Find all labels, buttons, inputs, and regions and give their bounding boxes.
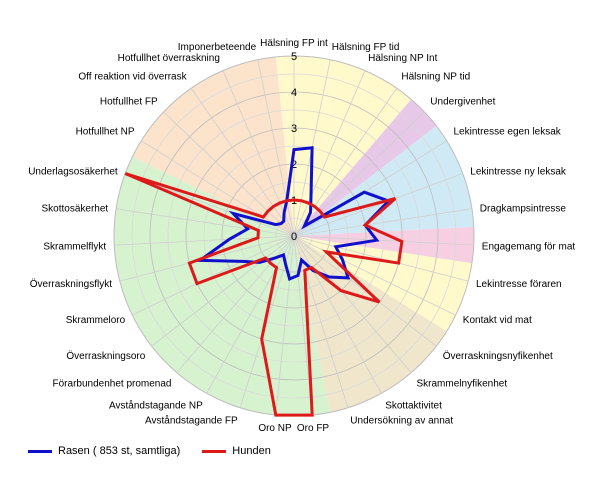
series-line-0	[195, 146, 392, 282]
legend: Rasen ( 853 st, samtliga) Hunden	[28, 445, 271, 457]
grid-spoke-22	[119, 235, 295, 282]
category-label-27: Hotfullhet FP	[100, 97, 158, 108]
legend-item-dog: Hunden	[202, 445, 271, 457]
category-label-10: Kontakt vid mat	[463, 315, 532, 326]
category-label-8: Engagemang för mat	[482, 242, 576, 253]
category-label-19: Förarbundenhet promenad	[53, 379, 172, 390]
grid-spoke-16	[275, 235, 295, 416]
r-tick-label-4: 4	[291, 87, 297, 99]
background-sector-6	[114, 156, 331, 416]
category-label-3: Hälsning NP tid	[401, 72, 470, 83]
grid-spoke-10	[293, 235, 456, 316]
category-label-12: Skrammelnyfikenhet	[417, 379, 508, 390]
category-label-13: Skottaktivitet	[385, 400, 442, 411]
grid-spoke-29	[222, 70, 295, 237]
legend-swatch-dog	[202, 449, 227, 453]
grid-spoke-6	[293, 173, 463, 237]
category-label-29: Hotfullhet överraskning	[118, 53, 220, 64]
data-series	[124, 146, 404, 417]
background-sector-7	[132, 56, 294, 236]
category-label-24: Skottosäkerhet	[41, 204, 108, 215]
r-tick-label-5: 5	[291, 51, 297, 63]
category-label-26: Hotfullhet NP	[76, 127, 135, 138]
grid-spoke-18	[206, 235, 295, 394]
category-label-7: Dragkampsintresse	[480, 204, 567, 215]
category-label-4: Undergivenhet	[430, 97, 495, 108]
category-label-25: Underlagsosäkerhet	[28, 167, 118, 178]
r-tick-label-0: 0	[291, 231, 297, 243]
legend-item-breed: Rasen ( 853 st, samtliga)	[28, 445, 180, 457]
category-label-11: Överraskningsnyfikenhet	[443, 350, 553, 362]
category-label-0: Hälsning FP int	[260, 38, 328, 49]
grid-spoke-11	[293, 235, 437, 347]
grid-spoke-2	[293, 70, 366, 237]
category-label-15: Oro FP	[297, 423, 330, 434]
background-sector-4	[294, 236, 472, 332]
grid-spoke-20	[151, 235, 295, 347]
category-label-28: Off reaktion vid överrask	[78, 72, 187, 83]
legend-label-dog: Hunden	[232, 445, 271, 457]
category-label-30: Imponerbeteende	[178, 42, 257, 53]
radar-grid	[113, 55, 475, 417]
category-label-9: Lekintresse föraren	[476, 279, 562, 290]
legend-label-breed: Rasen ( 853 st, samtliga)	[58, 445, 181, 457]
grid-spoke-28	[190, 88, 295, 237]
category-label-6: Lekintresse ny leksak	[470, 167, 567, 178]
grid-spoke-14	[293, 235, 349, 408]
grid-spoke-23	[114, 235, 295, 246]
category-label-16: Oro NP	[258, 423, 292, 434]
grid-spoke-27	[163, 111, 295, 237]
category-label-18: Avståndstagande NP	[109, 399, 203, 411]
r-tick-label-3: 3	[291, 123, 297, 135]
category-label-17: Avståndstagande FP	[145, 414, 238, 426]
grid-spoke-4	[293, 111, 425, 237]
category-label-5: Lekintresse egen leksak	[454, 127, 562, 138]
category-label-1: Hälsning FP tid	[332, 42, 400, 53]
category-label-23: Skrammelflykt	[43, 242, 106, 253]
grid-spoke-26	[141, 140, 295, 237]
category-label-20: Överraskningsoro	[66, 350, 145, 362]
background-sector-3	[294, 226, 475, 264]
series-line-1	[124, 172, 404, 417]
grid-spoke-13	[293, 235, 382, 394]
grid-spoke-9	[293, 235, 469, 282]
category-label-21: Skrammeloro	[66, 315, 126, 326]
category-label-14: Undersökning av annat	[350, 415, 453, 426]
legend-swatch-breed	[28, 449, 52, 453]
grid-spoke-30	[257, 59, 295, 237]
grid-spoke-8	[293, 235, 474, 246]
grid-spoke-7	[293, 208, 472, 237]
grid-spoke-5	[293, 140, 447, 237]
grid-spoke-24	[116, 208, 295, 237]
category-label-2: Hälsning NP Int	[368, 53, 438, 64]
category-label-22: Överraskningsflykt	[30, 278, 112, 290]
grid-spoke-12	[293, 235, 412, 373]
r-tick-label-2: 2	[291, 159, 297, 171]
grid-spoke-21	[132, 235, 295, 316]
